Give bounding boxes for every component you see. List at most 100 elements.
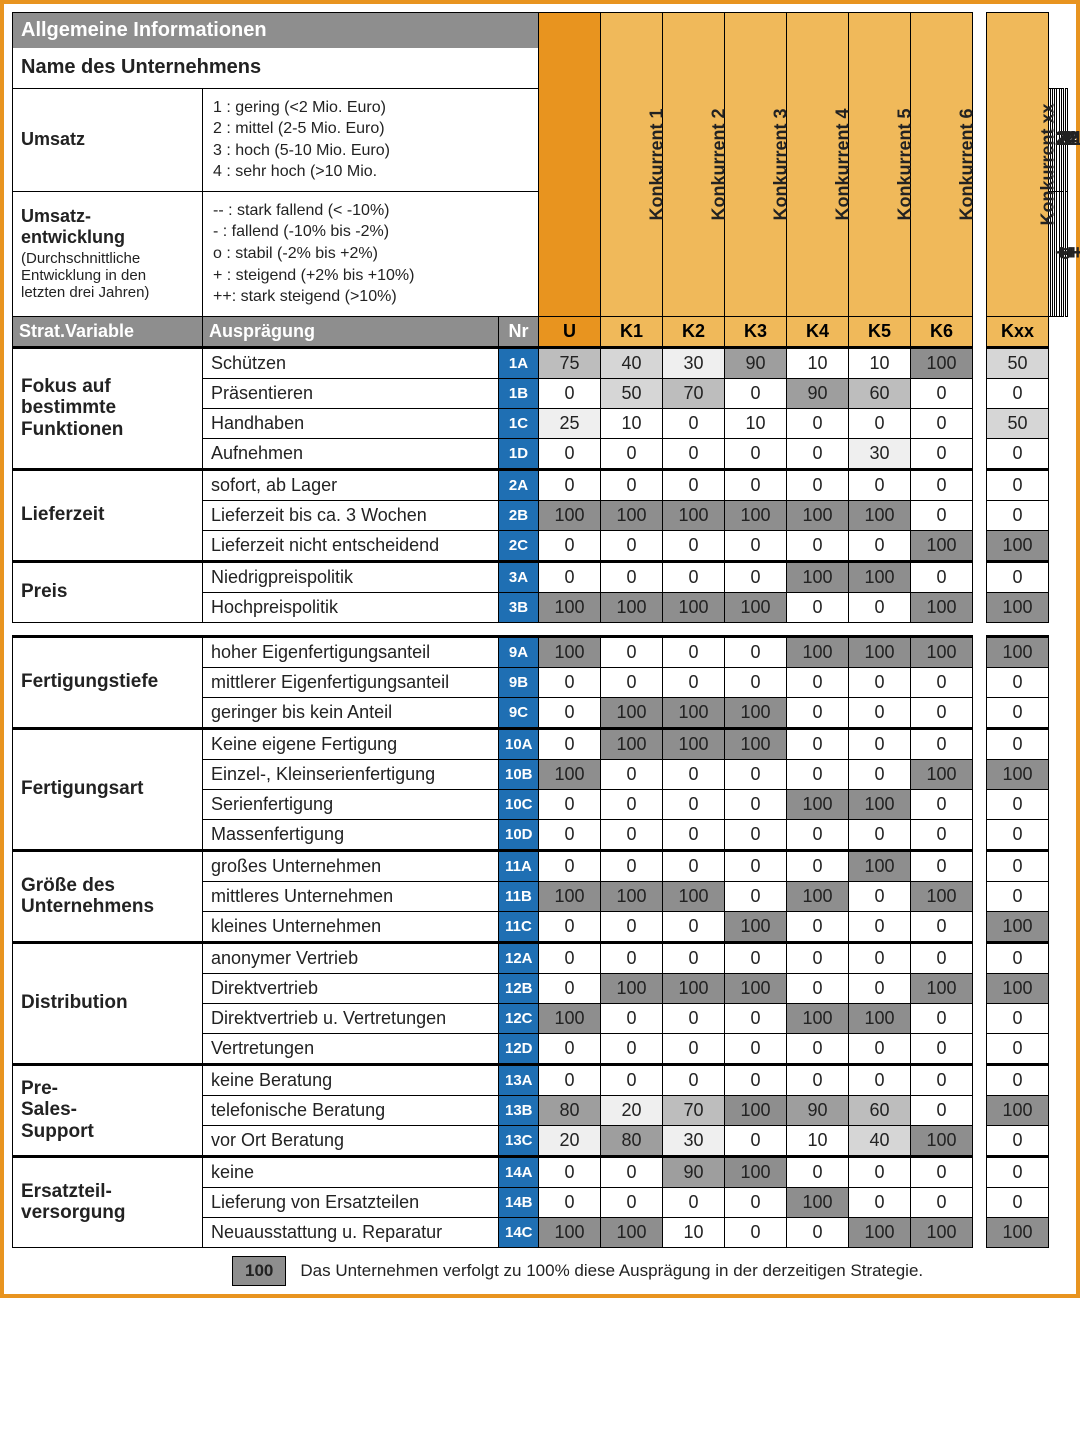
val-3B-K6: 100 bbox=[911, 592, 973, 622]
val-9B-K2: 0 bbox=[663, 667, 725, 697]
nr-cell: 12C bbox=[499, 1003, 539, 1033]
val-2C-K4: 0 bbox=[787, 530, 849, 561]
nr-cell: 11A bbox=[499, 850, 539, 881]
val-1D-K5: 30 bbox=[849, 438, 911, 469]
col-header-U: Betrachtetes Unternehmen bbox=[539, 13, 601, 317]
nr-cell: 12B bbox=[499, 973, 539, 1003]
val-10C-K5: 100 bbox=[849, 789, 911, 819]
auspr-label: Niedrigpreispolitik bbox=[203, 561, 499, 592]
val-1B-K6: 0 bbox=[911, 378, 973, 408]
auspr-label: telefonische Beratung bbox=[203, 1095, 499, 1125]
val-10A-K5: 0 bbox=[849, 728, 911, 759]
val-12B-K1: 100 bbox=[601, 973, 663, 1003]
group-label: Größe des Unternehmens bbox=[13, 850, 203, 942]
val-12B-K5: 0 bbox=[849, 973, 911, 1003]
val-10B-K5: 0 bbox=[849, 759, 911, 789]
auspr-label: Lieferzeit nicht entscheidend bbox=[203, 530, 499, 561]
val-9A-Kxx: 100 bbox=[987, 636, 1049, 667]
auspr-label: vor Ort Beratung bbox=[203, 1125, 499, 1156]
val-2C-K2: 0 bbox=[663, 530, 725, 561]
val-12D-K2: 0 bbox=[663, 1033, 725, 1064]
val-11C-K1: 0 bbox=[601, 911, 663, 942]
val-13A-K2: 0 bbox=[663, 1064, 725, 1095]
val-13C-K1: 80 bbox=[601, 1125, 663, 1156]
auspr-label: Direktvertrieb bbox=[203, 973, 499, 1003]
val-12A-Kxx: 0 bbox=[987, 942, 1049, 973]
header-subtitle: Name des Unternehmens bbox=[13, 48, 539, 88]
group-label: Fokus auf bestimmte Funktionen bbox=[13, 347, 203, 469]
val-12D-Kxx: 0 bbox=[987, 1033, 1049, 1064]
val-9C-U: 0 bbox=[539, 697, 601, 728]
val-13C-K6: 100 bbox=[911, 1125, 973, 1156]
val-13B-K5: 60 bbox=[849, 1095, 911, 1125]
val-14A-Kxx: 0 bbox=[987, 1156, 1049, 1187]
val-9C-K6: 0 bbox=[911, 697, 973, 728]
auspr-label: Einzel-, Kleinserienfertigung bbox=[203, 759, 499, 789]
col-header-K4: Konkurrent 4 bbox=[787, 13, 849, 317]
auspr-label: Lieferzeit bis ca. 3 Wochen bbox=[203, 500, 499, 530]
sec-short-K5: K5 bbox=[849, 316, 911, 347]
nr-cell: 12D bbox=[499, 1033, 539, 1064]
val-10B-K4: 0 bbox=[787, 759, 849, 789]
sec-short-K6: K6 bbox=[911, 316, 973, 347]
group-label: Ersatzteil-versorgung bbox=[13, 1156, 203, 1247]
val-14B-K4: 100 bbox=[787, 1187, 849, 1217]
val-3A-K6: 0 bbox=[911, 561, 973, 592]
val-1D-K4: 0 bbox=[787, 438, 849, 469]
val-1C-K2: 0 bbox=[663, 408, 725, 438]
val-3A-K5: 100 bbox=[849, 561, 911, 592]
val-10C-U: 0 bbox=[539, 789, 601, 819]
val-13A-K5: 0 bbox=[849, 1064, 911, 1095]
val-12C-K3: 0 bbox=[725, 1003, 787, 1033]
val-14C-K6: 100 bbox=[911, 1217, 973, 1247]
group-label: Preis bbox=[13, 561, 203, 622]
val-10D-K4: 0 bbox=[787, 819, 849, 850]
nr-cell: 10B bbox=[499, 759, 539, 789]
main-table: Allgemeine InformationenBetrachtetes Unt… bbox=[12, 12, 1068, 1248]
val-13B-K2: 70 bbox=[663, 1095, 725, 1125]
val-3A-K4: 100 bbox=[787, 561, 849, 592]
val-1D-K6: 0 bbox=[911, 438, 973, 469]
val-10B-K6: 100 bbox=[911, 759, 973, 789]
val-1D-U: 0 bbox=[539, 438, 601, 469]
val-2B-K3: 100 bbox=[725, 500, 787, 530]
val-13B-K4: 90 bbox=[787, 1095, 849, 1125]
nr-cell: 1C bbox=[499, 408, 539, 438]
val-10A-U: 0 bbox=[539, 728, 601, 759]
auspr-label: keine Beratung bbox=[203, 1064, 499, 1095]
val-14C-K3: 0 bbox=[725, 1217, 787, 1247]
val-11B-U: 100 bbox=[539, 881, 601, 911]
val-11A-K5: 100 bbox=[849, 850, 911, 881]
nr-cell: 1D bbox=[499, 438, 539, 469]
info-legend-0: 1 : gering (<2 Mio. Euro)2 : mittel (2-5… bbox=[203, 88, 539, 191]
val-11C-U: 0 bbox=[539, 911, 601, 942]
val-11B-K6: 100 bbox=[911, 881, 973, 911]
val-3B-K2: 100 bbox=[663, 592, 725, 622]
auspr-label: Schützen bbox=[203, 347, 499, 378]
val-12C-K6: 0 bbox=[911, 1003, 973, 1033]
nr-cell: 3B bbox=[499, 592, 539, 622]
val-1B-U: 0 bbox=[539, 378, 601, 408]
val-10C-K3: 0 bbox=[725, 789, 787, 819]
val-10B-K2: 0 bbox=[663, 759, 725, 789]
auspr-label: Keine eigene Fertigung bbox=[203, 728, 499, 759]
val-3A-K1: 0 bbox=[601, 561, 663, 592]
group-label: Fertigungsart bbox=[13, 728, 203, 850]
val-12B-K6: 100 bbox=[911, 973, 973, 1003]
nr-cell: 9C bbox=[499, 697, 539, 728]
val-12C-K4: 100 bbox=[787, 1003, 849, 1033]
val-9B-K5: 0 bbox=[849, 667, 911, 697]
val-2B-Kxx: 0 bbox=[987, 500, 1049, 530]
val-1A-K6: 100 bbox=[911, 347, 973, 378]
val-2C-K6: 100 bbox=[911, 530, 973, 561]
val-11B-K2: 100 bbox=[663, 881, 725, 911]
val-12B-K4: 0 bbox=[787, 973, 849, 1003]
val-13A-U: 0 bbox=[539, 1064, 601, 1095]
val-3A-K2: 0 bbox=[663, 561, 725, 592]
val-9A-U: 100 bbox=[539, 636, 601, 667]
val-2A-K4: 0 bbox=[787, 469, 849, 500]
val-1D-K1: 0 bbox=[601, 438, 663, 469]
val-13C-Kxx: 0 bbox=[987, 1125, 1049, 1156]
val-1C-K3: 10 bbox=[725, 408, 787, 438]
col-header-K3: Konkurrent 3 bbox=[725, 13, 787, 317]
